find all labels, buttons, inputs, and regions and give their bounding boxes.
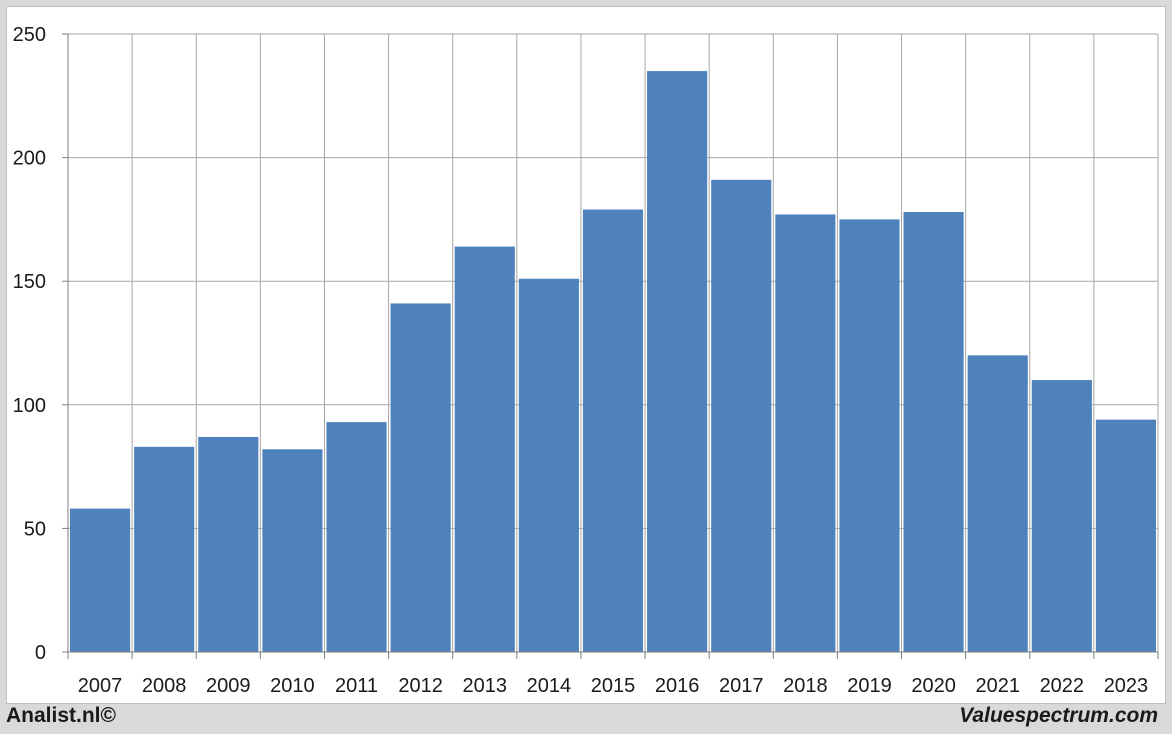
bar-2014 — [518, 278, 579, 652]
x-tick-label: 2016 — [655, 675, 700, 697]
x-tick-label: 2021 — [975, 675, 1020, 697]
x-tick-label: 2018 — [783, 675, 828, 697]
bar-2013 — [454, 246, 515, 653]
x-tick-label: 2020 — [911, 675, 956, 697]
bar-chart: 0 50 100 150 200 250 2007 2008 2009 2010 2011 2012… — [13, 24, 1159, 697]
bar-2010 — [262, 449, 323, 652]
x-tick-label: 2023 — [1104, 675, 1149, 697]
bar-2019 — [839, 219, 900, 652]
y-tick-label: 100 — [13, 395, 46, 417]
x-tick-labels: 2007 2008 2009 2010 2011 2012 2013 2014 2015 2016… — [78, 675, 1148, 697]
axes — [62, 33, 1159, 659]
valuespectrum-credit: Valuespectrum.com — [959, 704, 1158, 727]
bar-2007 — [70, 508, 131, 652]
bar-2015 — [582, 209, 644, 652]
x-tick-label: 2012 — [398, 675, 443, 697]
y-tick-label: 150 — [13, 271, 46, 293]
bar-2021 — [967, 355, 1028, 652]
x-tick-label: 2010 — [270, 675, 315, 697]
x-tick-label: 2011 — [335, 675, 378, 697]
bar-2012 — [390, 303, 451, 652]
x-tick-label: 2022 — [1040, 675, 1085, 697]
y-tick-label: 200 — [13, 148, 46, 170]
bar-2011 — [326, 422, 387, 652]
y-tick-labels: 0 50 100 150 200 250 — [13, 24, 46, 664]
x-tick-label: 2008 — [142, 675, 187, 697]
y-tick-label: 250 — [13, 24, 46, 46]
x-tick-label: 2009 — [206, 675, 251, 697]
x-tick-label: 2017 — [719, 675, 764, 697]
x-tick-label: 2019 — [847, 675, 892, 697]
bar-2020 — [903, 211, 964, 652]
bar-2009 — [198, 436, 259, 652]
x-tick-label: 2015 — [591, 675, 636, 697]
y-tick-label: 0 — [35, 642, 46, 664]
y-tick-label: 50 — [24, 518, 46, 540]
bar-series — [70, 71, 1156, 653]
analist-credit: Analist.nl© — [6, 704, 116, 727]
bar-2018 — [775, 214, 836, 652]
x-tick-label: 2007 — [78, 675, 123, 697]
bar-2008 — [134, 446, 195, 652]
bar-2022 — [1031, 380, 1092, 652]
x-tick-label: 2013 — [463, 675, 508, 697]
x-tick-label: 2014 — [527, 675, 572, 697]
bar-2016 — [647, 71, 708, 652]
bar-2023 — [1095, 419, 1156, 652]
bar-2017 — [711, 179, 772, 652]
